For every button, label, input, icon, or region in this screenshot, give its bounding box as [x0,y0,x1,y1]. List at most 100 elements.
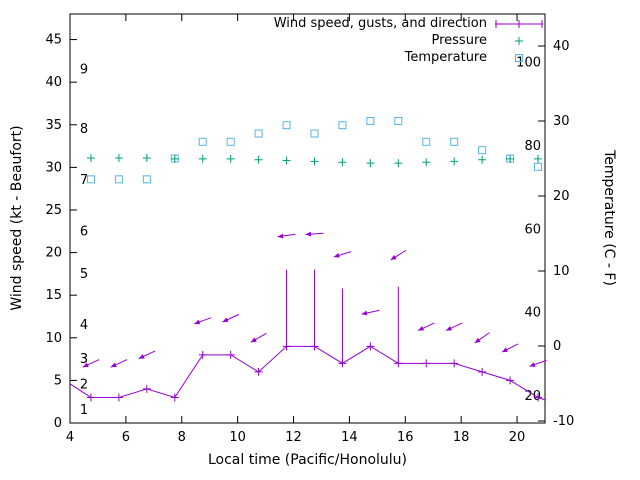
pressure-point [394,159,403,168]
x-tick-label: 4 [66,430,74,445]
temperature-point [338,121,347,130]
fahrenheit-label: 40 [524,306,541,321]
axes [69,13,546,424]
beaufort-label: 7 [80,173,88,188]
wind-direction-arrowhead [361,310,368,316]
wind-direction-arrowhead [390,254,397,260]
celsius-tick-label: 40 [553,39,570,54]
pressure-point [422,158,431,167]
wind-speed-point [478,367,487,376]
temperature-point [226,137,235,146]
wind-speed-tick-label: 30 [45,160,62,175]
x-tick-label: 18 [453,430,470,445]
pressure-point [282,156,291,165]
celsius-tick-label: -10 [553,414,574,429]
wind-speed-tick-label: 5 [54,373,62,388]
wind-speed-point [450,359,459,368]
x-tick-label: 16 [397,430,414,445]
wind-speed-point [114,393,123,402]
wind-direction-arrowhead [250,337,257,343]
temperature-point [254,129,263,138]
legend: Wind speed, gusts, and direction Pressur… [274,15,545,66]
temperature-point [394,117,403,125]
wind-speed-point [226,350,235,359]
temperature-point [366,117,375,125]
wind-direction-arrowhead [305,231,312,237]
wind-speed-tick-label: 15 [45,288,62,303]
wind-speed-point [142,384,151,393]
temperature-key-sample [515,53,523,62]
pressure-point [170,154,179,163]
fahrenheit-label: 20 [524,389,541,404]
legend-item-temperature: Temperature [274,49,545,66]
x-tick-label: 12 [285,430,302,445]
temperature-point [450,137,459,146]
pressure-point [114,154,123,163]
beaufort-label: 9 [80,62,88,77]
wind-speed-point [422,359,431,368]
wind-direction-arrowhead [277,233,284,239]
legend-label-wind: Wind speed, gusts, and direction [273,16,487,31]
legend-item-pressure: Pressure [274,32,545,49]
wind-key-sample [495,19,543,28]
temperature-point [282,121,291,130]
key-wind-glyph [495,19,543,28]
beaufort-label: 8 [80,122,88,137]
plot-border [69,13,546,424]
wind-speed-tick-label: 35 [45,118,62,133]
beaufort-label: 3 [80,352,88,367]
pressure-point [338,158,347,167]
celsius-tick-label: 30 [553,114,570,129]
right-axis-title: Temperature (C - F) [601,150,617,286]
temperature-point [86,175,95,184]
wind-direction-arrowhead [82,362,89,368]
wind-direction-arrowhead [446,325,453,331]
pressure-point [366,159,375,168]
temperature-point [114,175,123,184]
beaufort-label: 1 [80,403,88,418]
wind-direction-arrowhead [110,362,117,368]
beaufort-label: 5 [80,267,88,282]
wind-speed-tick-label: 40 [45,75,62,90]
temperature-point [310,129,319,138]
wind-speed-tick-label: 0 [54,416,62,431]
fahrenheit-label: 60 [524,222,541,237]
beaufort-label: 2 [80,378,88,393]
wind-speed-point [506,376,515,385]
wind-speed-point [254,367,263,376]
pressure-point [198,154,207,163]
pressure-point [86,154,95,163]
wind-speed-point [282,342,291,351]
wind-direction-arrowhead [138,354,145,359]
x-tick-label: 20 [509,430,526,445]
wind-speed-point [534,393,543,402]
x-tick-label: 10 [229,430,246,445]
wind-direction-arrowhead [502,347,509,353]
wind-speed-tick-label: 45 [45,33,62,48]
beaufort-label: 4 [80,318,88,333]
pressure-point [478,155,487,164]
x-tick-label: 8 [178,430,186,445]
legend-label-pressure: Pressure [431,33,487,48]
pressure-point [310,157,319,166]
fahrenheit-label: 80 [524,139,541,154]
wind-direction-arrowhead [474,337,481,343]
x-tick-label: 14 [341,430,358,445]
x-tick-label: 6 [122,430,130,445]
pressure-point [506,154,515,163]
wind-speed-tick-label: 10 [45,331,62,346]
pressure-series [86,154,543,168]
temperature-point [142,175,151,184]
wind-speed-point [198,350,207,359]
wind-series [69,231,547,402]
pressure-point [226,154,235,163]
pressure-key-sample [515,36,523,45]
beaufort-label: 6 [80,224,88,239]
wind-speed-point [310,342,319,351]
celsius-tick-label: 0 [553,339,561,354]
wind-direction-arrowhead [222,317,229,322]
wind-speed-point [366,342,375,351]
celsius-tick-label: 20 [553,189,570,204]
